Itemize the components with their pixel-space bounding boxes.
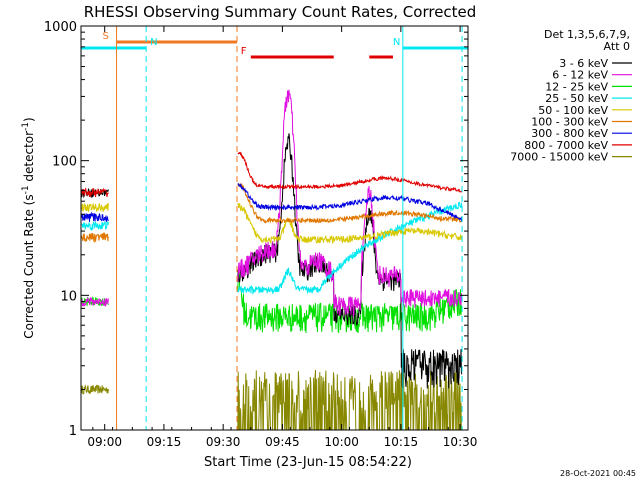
y-axis-label: Corrected Count Rate (s-1 detector-1) [21,117,36,338]
series-line-25-50keV [81,220,109,231]
series-line-100-300keV [80,231,109,244]
flag-label: N [393,37,400,48]
plot-frame [80,25,469,431]
flag-label: S [103,31,109,42]
x-axis: 09:00 09:15 09:30 09:45 10:00 10:15 10:30 [87,26,477,449]
vertical-markers [116,26,463,430]
series-line-6-12keV [237,89,463,318]
flag-bars: S N N F [81,31,468,59]
x-tick-label: 09:45 [265,435,300,449]
generation-timestamp: 28-Oct-2021 00:45 [560,469,636,478]
legend-label: 25 - 50 keV [545,92,608,105]
x-axis-label: Start Time (23-Jun-15 08:54:22) [204,455,412,470]
legend-header-line1: Det 1,3,5,6,7,9, [544,28,630,41]
legend-header-line2: Att 0 [604,40,630,53]
legend-label: 3 - 6 keV [559,57,608,70]
legend-label: 6 - 12 keV [552,69,608,82]
series-line-50-100keV [80,202,109,213]
legend-label: 300 - 800 keV [531,127,608,140]
x-tick-label: 10:15 [384,435,419,449]
legend-label: 7000 - 15000 keV [510,151,608,164]
series-line-800-7000keV [237,151,463,193]
legend-label: 50 - 100 keV [538,104,608,117]
series-line-50-100keV [237,202,463,245]
series-line-12-25keV [237,271,463,334]
y-tick-label: 1 [69,424,77,439]
legend-label: 12 - 25 keV [545,80,608,93]
plot-area [80,89,463,431]
series-line-7000-15000keV [237,369,462,431]
series-line-300-800keV [80,211,109,222]
x-tick-label: 09:15 [147,435,182,449]
y-tick-label: 100 [52,155,77,170]
series-line-100-300keV [237,182,463,225]
legend-label: 100 - 300 keV [531,116,608,129]
chart-title: RHESSI Observing Summary Count Rates, Co… [84,3,477,21]
y-tick-label: 10 [60,289,77,304]
series-line-7000-15000keV [80,384,109,395]
series-line-300-800keV [237,182,462,222]
x-tick-label: 10:00 [324,435,359,449]
y-tick-label: 1000 [44,20,77,35]
series-line-6-12keV [81,296,109,308]
flag-label: N [150,37,157,48]
series-line-800-7000keV [80,187,109,198]
x-tick-label: 09:30 [206,435,241,449]
y-axis: 1 10 100 1000 [44,20,468,439]
x-tick-label: 10:30 [443,435,478,449]
legend-label: 800 - 7000 keV [524,139,608,152]
x-tick-label: 09:00 [87,435,122,449]
flag-label: F [241,46,247,57]
